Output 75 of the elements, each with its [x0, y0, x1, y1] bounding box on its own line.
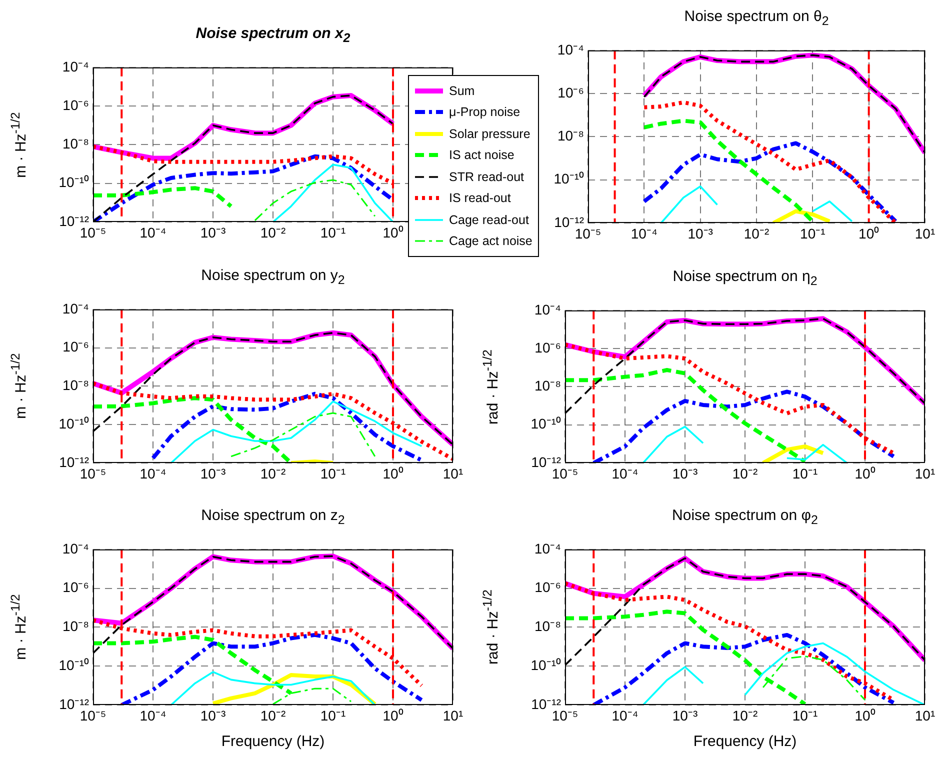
y-tick-label: 10⁻⁴: [534, 301, 561, 318]
x-tick-label: 10¹: [914, 465, 936, 482]
x-tick-label: 10⁻²: [260, 707, 286, 724]
x-tick-label: 10⁻¹: [792, 465, 818, 482]
x-tick-label: 10¹: [442, 707, 464, 724]
x-tick-label: 10⁻²: [732, 465, 758, 482]
x-tick-label: 10⁻³: [200, 465, 226, 482]
x-tick-label: 10⁻⁴: [140, 707, 166, 724]
x-tick-label: 10⁻²: [260, 465, 286, 482]
legend-label: STR read-out: [449, 170, 524, 184]
legend-label: Solar pressure: [449, 126, 530, 141]
x-tick-label: 10⁻⁴: [140, 224, 166, 240]
x-tick-label: 10⁻³: [200, 224, 226, 240]
y-tick-label: 10⁻¹⁰: [58, 656, 89, 673]
x-tick-label: 10⁻¹: [320, 465, 346, 482]
x-tick-label: 10⁻³: [200, 707, 226, 724]
x-tick-label: 10⁻¹: [320, 224, 346, 240]
x-tick-label: 10¹: [914, 707, 936, 724]
y-tick-label: 10⁻⁶: [62, 96, 89, 113]
y-tick-label: 10⁻¹⁰: [554, 170, 584, 187]
y-tick-label: 10⁻⁶: [558, 84, 584, 100]
x-tick-label: 10⁻²: [744, 225, 770, 242]
x-tick-label: 10¹: [914, 225, 936, 242]
x-tick-label: 10⁻³: [672, 707, 698, 724]
chart-title: Noise spectrum on η$_{2}$: [672, 268, 818, 288]
y-tick-label: 10⁻¹⁰: [58, 174, 89, 190]
y-tick-label: 10⁻⁸: [62, 136, 90, 152]
x-tick-label: 10⁰: [854, 465, 876, 482]
x-tick-label: 10⁰: [382, 707, 404, 724]
y-tick-label: 10⁻⁴: [62, 540, 89, 556]
y-tick-label: 10⁻¹⁰: [530, 416, 561, 432]
legend-label: Sum: [449, 84, 475, 98]
x-tick-label: 10⁰: [382, 224, 404, 240]
y-tick-label: 10⁻¹⁰: [530, 656, 561, 673]
x-tick-label: 10⁻³: [688, 225, 714, 242]
y-tick-label: 10⁻⁸: [62, 377, 90, 394]
y-tick-label: 10⁻⁶: [534, 579, 561, 596]
chart-title: Noise spectrum on y$_{2}$: [201, 267, 345, 287]
x-tick-label: 10⁻⁴: [612, 707, 638, 724]
chart-title: Noise spectrum on θ$_{2}$: [684, 8, 829, 28]
legend-label: Cage read-out: [449, 212, 529, 227]
x-tick-label: 10⁻⁴: [140, 465, 166, 482]
y-tick-label: 10⁻⁸: [534, 378, 562, 394]
y-tick-label: 10⁻⁸: [558, 128, 584, 144]
legend-label: IS read-out: [449, 191, 511, 206]
x-tick-label: 10⁻¹: [800, 225, 826, 242]
legend-label: IS act noise: [449, 148, 514, 162]
y-tick-label: 10⁻⁶: [62, 579, 89, 596]
x-tick-label: 10⁻¹: [792, 707, 818, 724]
y-tick-label: 10⁻¹⁰: [58, 415, 89, 432]
x-tick-label: 10⁰: [858, 225, 880, 242]
x-tick-label: 10⁻²: [732, 707, 758, 724]
y-tick-label: 10⁻⁴: [62, 300, 89, 316]
x-tick-label: 10⁻¹: [320, 707, 346, 724]
x-tick-label: 10⁰: [382, 465, 404, 482]
chart-title: Noise spectrum on φ$_{2}$: [672, 507, 818, 527]
y-tick-label: 10⁻⁶: [62, 338, 89, 355]
y-tick-label: 10⁻⁴: [557, 41, 584, 58]
y-tick-label: 10⁻⁴: [62, 58, 89, 74]
x-tick-label: 10⁻³: [672, 465, 698, 482]
x-tick-label: 10⁻⁴: [630, 225, 658, 242]
x-tick-label: 10⁻²: [260, 224, 286, 240]
y-tick-label: 10⁻⁴: [534, 540, 561, 556]
x-tick-label: 10⁰: [854, 707, 876, 724]
x-tick-label: 10⁻⁴: [612, 465, 638, 482]
x-axis-title: Frequency (Hz): [221, 733, 325, 750]
chart-title: Noise spectrum on x$_{2}$: [196, 25, 350, 45]
legend-label: Cage act noise: [449, 234, 532, 248]
chart-title: Noise spectrum on z$_{2}$: [201, 507, 345, 527]
y-tick-label: 10⁻⁶: [534, 339, 561, 356]
x-tick-label: 10¹: [442, 465, 464, 482]
x-axis-title: Frequency (Hz): [693, 733, 797, 750]
y-tick-label: 10⁻⁸: [62, 618, 90, 634]
legend-label: μ-Prop noise: [449, 105, 520, 120]
y-tick-label: 10⁻⁸: [534, 618, 562, 634]
